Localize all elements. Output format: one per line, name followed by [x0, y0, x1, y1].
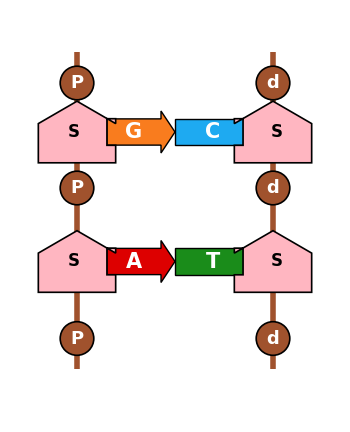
Text: P: P — [70, 179, 84, 197]
Circle shape — [60, 66, 94, 100]
Circle shape — [256, 66, 290, 100]
Text: d: d — [267, 330, 279, 347]
Polygon shape — [175, 119, 243, 145]
Text: P: P — [70, 74, 84, 92]
Polygon shape — [107, 111, 175, 153]
Text: G: G — [125, 122, 142, 142]
Text: S: S — [271, 123, 282, 141]
Text: P: P — [70, 330, 84, 347]
Text: S: S — [271, 252, 282, 270]
Text: A: A — [126, 251, 142, 271]
Polygon shape — [234, 231, 312, 292]
Text: T: T — [205, 251, 220, 271]
Polygon shape — [234, 101, 312, 163]
Text: d: d — [267, 74, 279, 92]
Text: C: C — [205, 122, 220, 142]
Polygon shape — [175, 248, 243, 275]
Polygon shape — [38, 231, 116, 292]
Polygon shape — [107, 241, 175, 283]
Text: d: d — [267, 179, 279, 197]
Text: S: S — [68, 252, 79, 270]
Text: S: S — [68, 123, 79, 141]
Circle shape — [60, 171, 94, 205]
Circle shape — [60, 322, 94, 355]
Polygon shape — [38, 101, 116, 163]
Circle shape — [256, 171, 290, 205]
Circle shape — [256, 322, 290, 355]
